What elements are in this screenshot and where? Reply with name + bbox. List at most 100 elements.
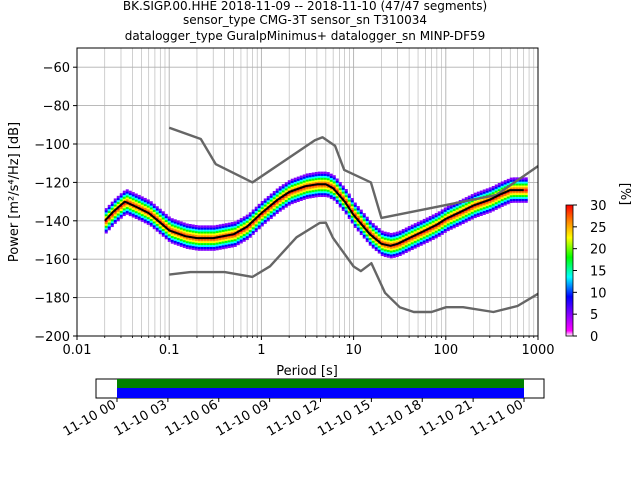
psd-cell [146,220,150,223]
psd-cell [296,176,300,179]
psd-cell [479,198,483,201]
psd-cell [428,221,432,225]
psd-cell [395,245,399,248]
psd-cell [152,222,156,226]
psd-cell [350,219,354,222]
psd-cell [518,192,522,196]
psd-cell [233,236,237,240]
psd-cell [293,185,297,188]
psd-cell [218,241,222,244]
psd-cell [470,201,474,205]
psd-cell [146,216,150,220]
psd-cell [356,223,360,226]
psd-cell [146,209,150,212]
psd-cell [395,235,399,238]
psd-cell [476,199,480,202]
psd-cell [446,222,450,226]
psd-cell [248,218,252,221]
psd-cell [470,196,474,199]
psd-cell [311,176,315,179]
psd-cell [245,235,249,239]
psd-cell [395,254,399,258]
psd-cell [164,221,168,224]
psd-cell [290,195,294,199]
psd-cell [272,206,276,209]
psd-cell [317,173,321,176]
colorbar [565,204,574,337]
psd-cell [128,190,132,194]
psd-cell [353,210,357,213]
time-tick-label: 11-10 15 [315,397,373,439]
psd-cell [164,236,168,240]
psd-cell [245,233,249,237]
psd-cell [284,186,288,189]
psd-cell [410,238,414,241]
psd-cell [233,229,237,232]
psd-cell [473,211,477,215]
psd-cell [167,239,171,242]
psd-cell [188,233,192,236]
psd-cell [470,213,474,216]
psd-cell [416,229,420,232]
psd-cell [437,228,441,232]
psd-cell [341,187,345,190]
psd-cell [212,240,216,244]
psd-cell [497,202,501,205]
psd-cell [509,179,513,182]
psd-cell [206,234,210,238]
psd-cell [428,219,432,223]
psd-cell [365,232,369,235]
psd-cell [413,225,417,228]
psd-cell [203,246,207,249]
psd-cell [416,223,420,227]
psd-cell [290,188,294,191]
psd-cell [146,214,150,218]
psd-cell [476,206,480,210]
psd-cell [365,233,369,237]
psd-cell [350,215,354,218]
psd-cell [296,191,300,195]
psd-cell [413,232,417,236]
psd-cell [419,239,423,242]
psd-cell [458,217,462,220]
psd-cell [389,246,393,249]
coverage-bottom-bar [117,388,524,398]
psd-cell [500,204,504,207]
psd-cell [227,239,231,243]
psd-cell [389,236,393,240]
psd-cell [182,235,186,239]
psd-cell [392,245,396,249]
psd-cell [233,223,237,226]
psd-cell [119,208,123,212]
psd-cell [398,236,402,239]
psd-cell [317,188,321,192]
psd-cell [419,237,423,241]
psd-cell [254,214,258,217]
psd-cell [494,203,498,207]
psd-cell [371,232,375,236]
psd-cell [383,245,387,248]
psd-cell [233,234,237,238]
psd-cell [242,235,246,238]
psd-cell [188,223,192,227]
psd-cell [119,195,123,198]
psd-cell [326,189,330,192]
psd-cell [479,194,483,197]
psd-cell [344,198,348,202]
psd-cell [161,213,165,216]
psd-cell [116,211,120,214]
psd-cell [296,180,300,183]
psd-cell [515,183,519,186]
psd-cell [449,210,453,213]
psd-cell [329,194,333,198]
psd-cell [155,221,159,225]
psd-cell [170,241,174,244]
psd-cell [344,196,348,200]
psd-cell [401,248,405,251]
psd-cell [152,219,156,222]
psd-cell [320,181,324,184]
psd-cell [260,201,264,204]
psd-cell [332,194,336,197]
psd-cell [245,228,249,231]
psd-cell [335,178,339,181]
